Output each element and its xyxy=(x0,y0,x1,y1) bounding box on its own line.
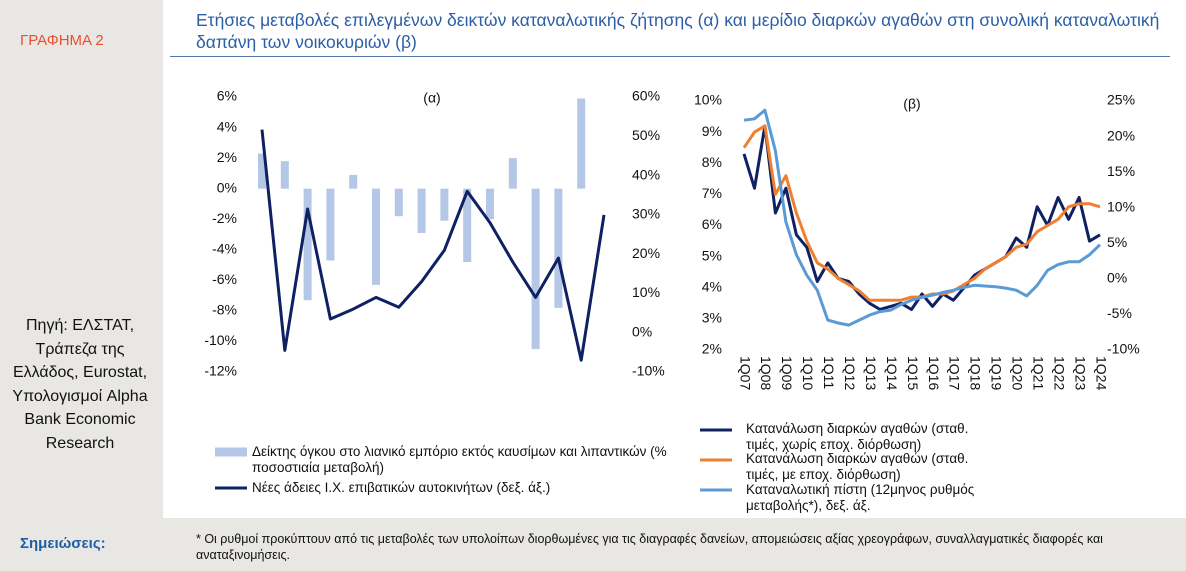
source: Πηγή: ΕΛΣΤΑΤ, Τράπεζα της Ελλάδος, Euros… xyxy=(12,317,148,452)
x-tick-label: 1Q07 xyxy=(737,356,753,390)
x-tick-label: 1Q14 xyxy=(884,356,900,390)
x-tick-label: 1Q10 xyxy=(800,356,816,390)
legend-label: Καταναλωτική πίστη (12μηνος ρυθμός μεταβ… xyxy=(746,482,975,513)
y-tick-label: 6% xyxy=(702,216,722,232)
y2-tick-label: 0% xyxy=(1107,270,1127,286)
x-tick-label: 1Q20 xyxy=(1010,356,1026,390)
y-tick-label: 4% xyxy=(217,118,237,134)
y2-tick-label: 50% xyxy=(632,127,660,143)
bar xyxy=(326,188,335,261)
y-tick-label: 8% xyxy=(702,154,722,170)
figure-label: ΓΡΑΦΗΜΑ 2 xyxy=(20,32,104,49)
y-tick-label: 10% xyxy=(694,92,722,108)
y-tick-label: -10% xyxy=(204,332,237,348)
bar xyxy=(440,188,449,221)
y-tick-label: -8% xyxy=(212,302,237,318)
charts: (α) 6% 4% 2% 0% -2% -4% -6% -8% -10% -12% 60% 50% 40%… xyxy=(204,88,1140,492)
bar xyxy=(554,188,563,308)
x-tick-label: 1Q16 xyxy=(926,356,942,390)
y-tick-label: 7% xyxy=(702,185,722,201)
x-tick-label: 1Q15 xyxy=(905,356,921,390)
y-tick-label: 2% xyxy=(702,341,722,357)
y-tick-label: -2% xyxy=(212,210,237,226)
y2-tick-label: 60% xyxy=(632,88,660,104)
bar xyxy=(349,174,358,189)
y2-tick-label: 5% xyxy=(1107,234,1127,250)
y-tick-label: 3% xyxy=(702,310,722,326)
y2-tick-label: 10% xyxy=(632,284,660,300)
y2-tick-label: 20% xyxy=(1107,127,1135,143)
chart-title: (β) xyxy=(903,96,920,112)
y2-tick-label: -5% xyxy=(1107,305,1132,321)
y2-tick-label: -10% xyxy=(1107,341,1140,357)
x-tick-label: 1Q13 xyxy=(863,356,879,390)
y2-tick-label: 20% xyxy=(632,245,660,261)
x-tick-label: 1Q17 xyxy=(947,356,963,390)
y-tick-label: 4% xyxy=(702,278,722,294)
line xyxy=(742,124,1101,311)
legend-label: Δείκτης όγκου στο λιανικό εμπόριο εκτός … xyxy=(252,444,667,475)
line xyxy=(743,108,1102,327)
y-tick-label: -4% xyxy=(212,240,237,256)
chart-title: (α) xyxy=(423,90,440,106)
y2-tick-label: 15% xyxy=(1107,163,1135,179)
x-tick-label: 1Q18 xyxy=(968,356,984,390)
bar xyxy=(486,188,494,220)
line xyxy=(260,129,606,362)
y2-tick-label: 25% xyxy=(1107,92,1135,108)
x-tick-label: 1Q22 xyxy=(1051,356,1067,390)
title-rule xyxy=(170,56,1170,57)
bar xyxy=(303,188,312,301)
y-tick-label: -6% xyxy=(212,271,237,287)
y2-tick-label: 30% xyxy=(632,206,660,222)
legend-label: Νέες άδειες Ι.Χ. επιβατικών αυτοκινήτων … xyxy=(252,480,551,495)
x-tick-label: 1Q24 xyxy=(1093,356,1109,390)
x-tick-label: 1Q11 xyxy=(821,356,837,389)
y2-tick-label: 10% xyxy=(1107,198,1135,214)
bar xyxy=(577,98,586,189)
bar xyxy=(531,188,540,350)
bar xyxy=(463,188,472,262)
y-tick-label: 2% xyxy=(217,149,237,165)
x-tick-label: 1Q23 xyxy=(1072,356,1088,390)
title: Ετήσιες μεταβολές επιλεγμένων δεικτών κα… xyxy=(196,10,1160,52)
bar xyxy=(258,153,266,189)
x-tick-label: 1Q08 xyxy=(758,356,774,390)
x-tick-label: 1Q09 xyxy=(779,356,795,390)
x-tick-label: 1Q19 xyxy=(989,356,1005,390)
bar xyxy=(417,188,426,233)
y2-tick-label: 40% xyxy=(632,166,660,182)
y-tick-label: 6% xyxy=(217,88,237,104)
x-tick-label: 1Q12 xyxy=(842,356,858,390)
bar xyxy=(394,188,403,217)
bar xyxy=(372,188,380,285)
notes: * Οι ρυθμοί προκύπτουν από τις μεταβολές… xyxy=(196,532,1103,562)
notes-label: Σημειώσεις: xyxy=(20,535,106,552)
bar xyxy=(280,161,289,189)
y-tick-label: 9% xyxy=(702,123,722,139)
legend-label: Κατανάλωση διαρκών αγαθών (σταθ. τιμές, … xyxy=(746,421,969,452)
legend-label: Κατανάλωση διαρκών αγαθών (σταθ. τιμές, … xyxy=(746,451,969,482)
y-tick-label: -12% xyxy=(204,363,237,379)
bar xyxy=(508,158,517,189)
y-tick-label: 0% xyxy=(217,179,237,195)
y2-tick-label: 0% xyxy=(632,323,652,339)
y-tick-label: 5% xyxy=(702,247,722,263)
y2-tick-label: -10% xyxy=(632,363,665,379)
x-tick-label: 1Q21 xyxy=(1030,356,1046,390)
